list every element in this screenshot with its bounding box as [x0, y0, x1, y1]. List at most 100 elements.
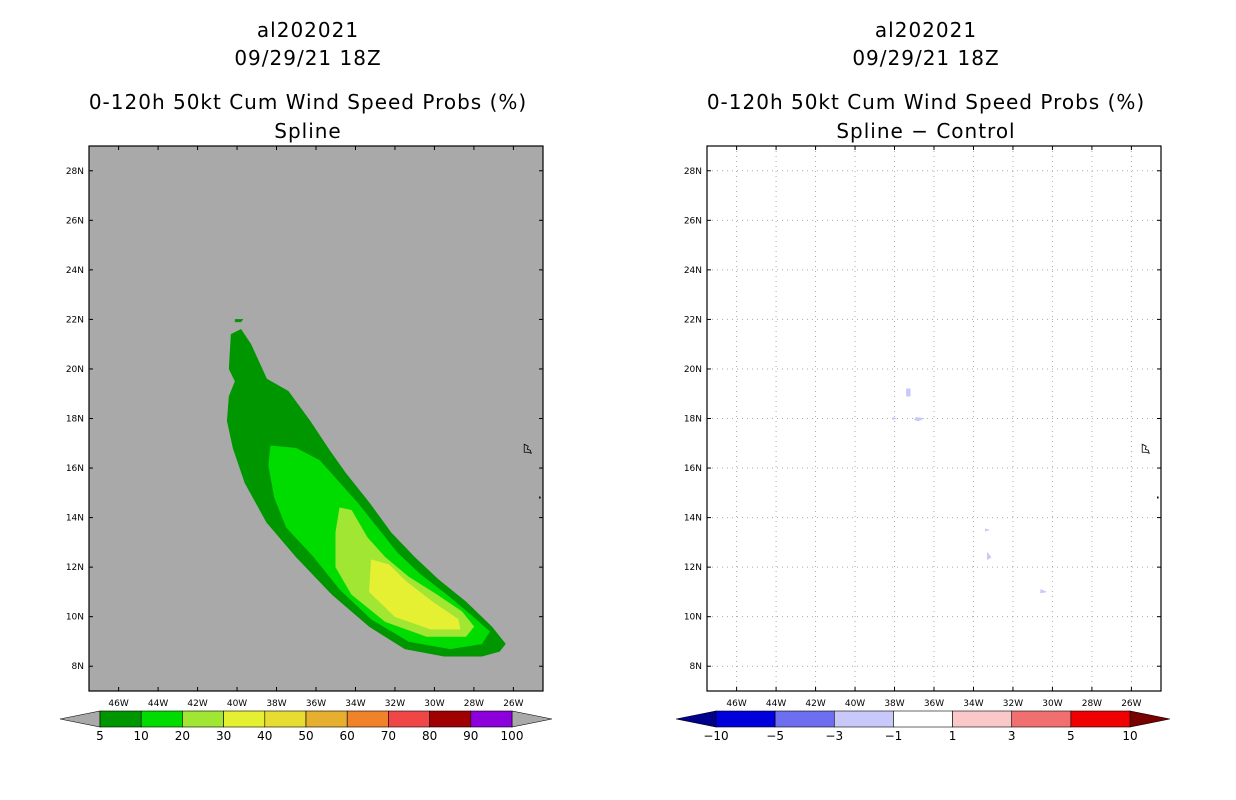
contour-30-40 — [369, 559, 461, 630]
x-tick-label: 32W — [385, 699, 405, 709]
y-tick-label: 16N — [66, 464, 84, 474]
y-tick-label: 12N — [66, 563, 84, 573]
colorbar-swatch — [264, 710, 307, 728]
x-tick-label: 26W — [1121, 699, 1141, 709]
x-tick-label: 46W — [108, 699, 128, 709]
colorbar-label: 3 — [1008, 729, 1016, 743]
x-tick-label: 30W — [1042, 699, 1062, 709]
colorbar-label: 70 — [381, 729, 396, 743]
y-tick-label: 22N — [66, 315, 84, 325]
coastline-island — [523, 443, 532, 454]
contour--3--1 — [985, 528, 991, 532]
y-tick-label: 28N — [684, 167, 702, 177]
colorbar-label: 5 — [1067, 729, 1075, 743]
colorbar-under-arrow — [675, 710, 717, 728]
colorbar-label: 10 — [134, 729, 149, 743]
colorbar-swatch — [952, 710, 1013, 728]
colorbar-swatch — [182, 710, 224, 728]
colorbar-swatch — [833, 710, 894, 728]
colorbar-label: −5 — [766, 729, 784, 743]
colorbar-swatch — [1070, 710, 1131, 728]
left-title: 0-120h 50kt Cum Wind Speed Probs (%) — [88, 90, 528, 114]
right-datetime: 09/29/21 18Z — [852, 46, 1000, 70]
left-panel: 46W 44W 42W 40W 38W 36W 34W 32W 30W 28W 26W 8N 10N 12… — [59, 145, 553, 743]
colorbar-label: 10 — [1122, 729, 1137, 743]
right-title: 0-120h 50kt Cum Wind Speed Probs (%) — [706, 90, 1146, 114]
colorbar-swatch — [305, 710, 348, 728]
colorbar-swatch — [715, 710, 776, 728]
contour--3--1 — [906, 388, 911, 397]
colorbar-label: 80 — [422, 729, 437, 743]
x-tick-label: 44W — [148, 699, 168, 709]
colorbar-label: 20 — [175, 729, 190, 743]
x-tick-label: 36W — [924, 699, 944, 709]
colorbar-swatch — [388, 710, 430, 728]
colorbar-label: 5 — [96, 729, 104, 743]
y-tick-label: 22N — [684, 315, 702, 325]
colorbar-swatch — [223, 710, 266, 728]
contour--3--1 — [1040, 589, 1048, 594]
y-tick-label: 10N — [66, 613, 84, 623]
colorbar-over-arrow — [1129, 710, 1171, 728]
colorbar-label: 100 — [501, 729, 524, 743]
colorbar-under-arrow — [59, 710, 101, 728]
colorbar-swatch — [99, 710, 142, 728]
y-tick-label: 18N — [66, 415, 84, 425]
colorbar-over-arrow — [511, 710, 553, 728]
x-tick-label: 42W — [187, 699, 207, 709]
colorbar-swatch — [774, 710, 835, 728]
x-tick-label: 34W — [345, 699, 365, 709]
colorbar-swatch — [1011, 710, 1072, 728]
contour-5-10 — [226, 328, 506, 657]
x-tick-label: 32W — [1003, 699, 1023, 709]
colorbar-label: 40 — [257, 729, 272, 743]
plot-background — [89, 146, 543, 691]
y-tick-label: 14N — [684, 514, 702, 524]
colorbar-label: 1 — [949, 729, 957, 743]
x-tick-label: 28W — [464, 699, 484, 709]
x-tick-label: 40W — [845, 699, 865, 709]
colorbar-label: −3 — [825, 729, 843, 743]
colorbar-swatch — [470, 710, 513, 728]
colorbar-swatch — [346, 710, 389, 728]
left-storm-id: al202021 — [256, 18, 360, 42]
contour-5-10 — [234, 319, 244, 323]
colorbar-label: −10 — [703, 729, 728, 743]
left-datetime: 09/29/21 18Z — [234, 46, 382, 70]
colorbar-label: 50 — [298, 729, 313, 743]
colorbar-swatch — [429, 710, 472, 728]
x-tick-label: 30W — [424, 699, 444, 709]
y-tick-label: 26N — [66, 216, 84, 226]
colorbar-label: 30 — [216, 729, 231, 743]
left-subtitle: Spline — [274, 119, 342, 143]
x-tick-label: 44W — [766, 699, 786, 709]
x-tick-label: 38W — [266, 699, 286, 709]
colorbar-label: 90 — [463, 729, 478, 743]
y-tick-label: 26N — [684, 216, 702, 226]
contour--3--1 — [987, 551, 992, 561]
x-tick-label: 26W — [503, 699, 523, 709]
y-tick-label: 28N — [66, 167, 84, 177]
right-storm-id: al202021 — [874, 18, 978, 42]
y-tick-label: 20N — [684, 365, 702, 375]
coastline-islet — [539, 496, 541, 499]
contour--3--1 — [913, 417, 926, 422]
right-panel: 46W 44W 42W 40W 38W 36W 34W 32W 30W 28W 26W8N10N12… — [675, 145, 1171, 743]
coastline-islet — [1157, 496, 1159, 499]
y-tick-label: 20N — [66, 365, 84, 375]
y-tick-label: 24N — [684, 266, 702, 276]
y-tick-label: 18N — [684, 415, 702, 425]
colorbar-label: 60 — [340, 729, 355, 743]
colorbar-swatch — [893, 710, 953, 728]
x-tick-label: 28W — [1082, 699, 1102, 709]
contour-20-30 — [335, 507, 475, 637]
x-tick-label: 46W — [726, 699, 746, 709]
y-tick-label: 16N — [684, 464, 702, 474]
y-tick-label: 10N — [684, 613, 702, 623]
x-tick-label: 34W — [963, 699, 983, 709]
coastline-island — [1141, 443, 1150, 454]
contour-5-10 — [232, 430, 242, 437]
right-subtitle: Spline − Control — [836, 119, 1016, 143]
y-tick-label: 14N — [66, 514, 84, 524]
